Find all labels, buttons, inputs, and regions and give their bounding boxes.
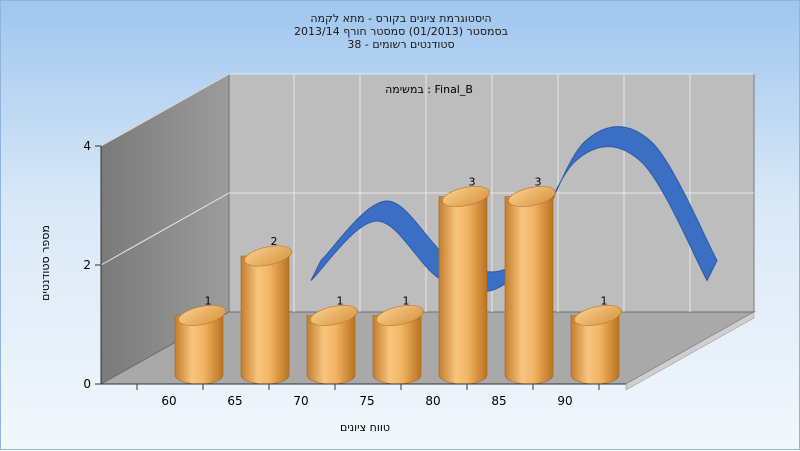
- chart-title-line-1: היסטוגרמת ציונים בקורס - מתא לקמה: [310, 12, 492, 25]
- gridline: [100, 73, 754, 147]
- bar: [372, 305, 424, 385]
- chart-annotation: במשימה : Final_B: [385, 83, 473, 96]
- data-label: 1: [601, 295, 608, 308]
- bar: [504, 186, 556, 385]
- x-tick-label: 60: [161, 394, 176, 408]
- y-axis-label: מספר סטודנטים: [39, 225, 52, 301]
- x-tick-label: 80: [425, 394, 440, 408]
- y-tick-label: 4: [83, 139, 91, 153]
- gridline: [100, 192, 754, 266]
- data-label: 3: [469, 176, 476, 189]
- data-label: 1: [205, 295, 212, 308]
- bar: [174, 305, 226, 385]
- bar: [570, 305, 622, 385]
- chart-title-line-3: סטודנטים רשומים - 38: [347, 38, 455, 51]
- data-label: 1: [337, 295, 344, 308]
- data-label: 3: [535, 176, 542, 189]
- x-tick-label: 70: [293, 394, 308, 408]
- bar: [240, 245, 292, 385]
- grid-lines: [100, 73, 754, 312]
- x-axis-label: טווח ציונים: [340, 421, 390, 434]
- x-tick-label: 65: [227, 394, 242, 408]
- chart-title-line-2: בסמסטר (01/2013) סמסטר חורף 2013/14: [294, 25, 508, 38]
- x-tick-label: 75: [359, 394, 374, 408]
- floor-edge: [625, 311, 755, 391]
- data-label: 1: [403, 295, 410, 308]
- bar: [438, 186, 490, 385]
- x-tick-label: 90: [557, 394, 572, 408]
- data-label: 2: [271, 235, 278, 248]
- bar: [306, 305, 358, 385]
- x-tick-label: 85: [491, 394, 506, 408]
- y-tick-label: 2: [83, 258, 91, 272]
- y-tick-label: 0: [83, 377, 91, 391]
